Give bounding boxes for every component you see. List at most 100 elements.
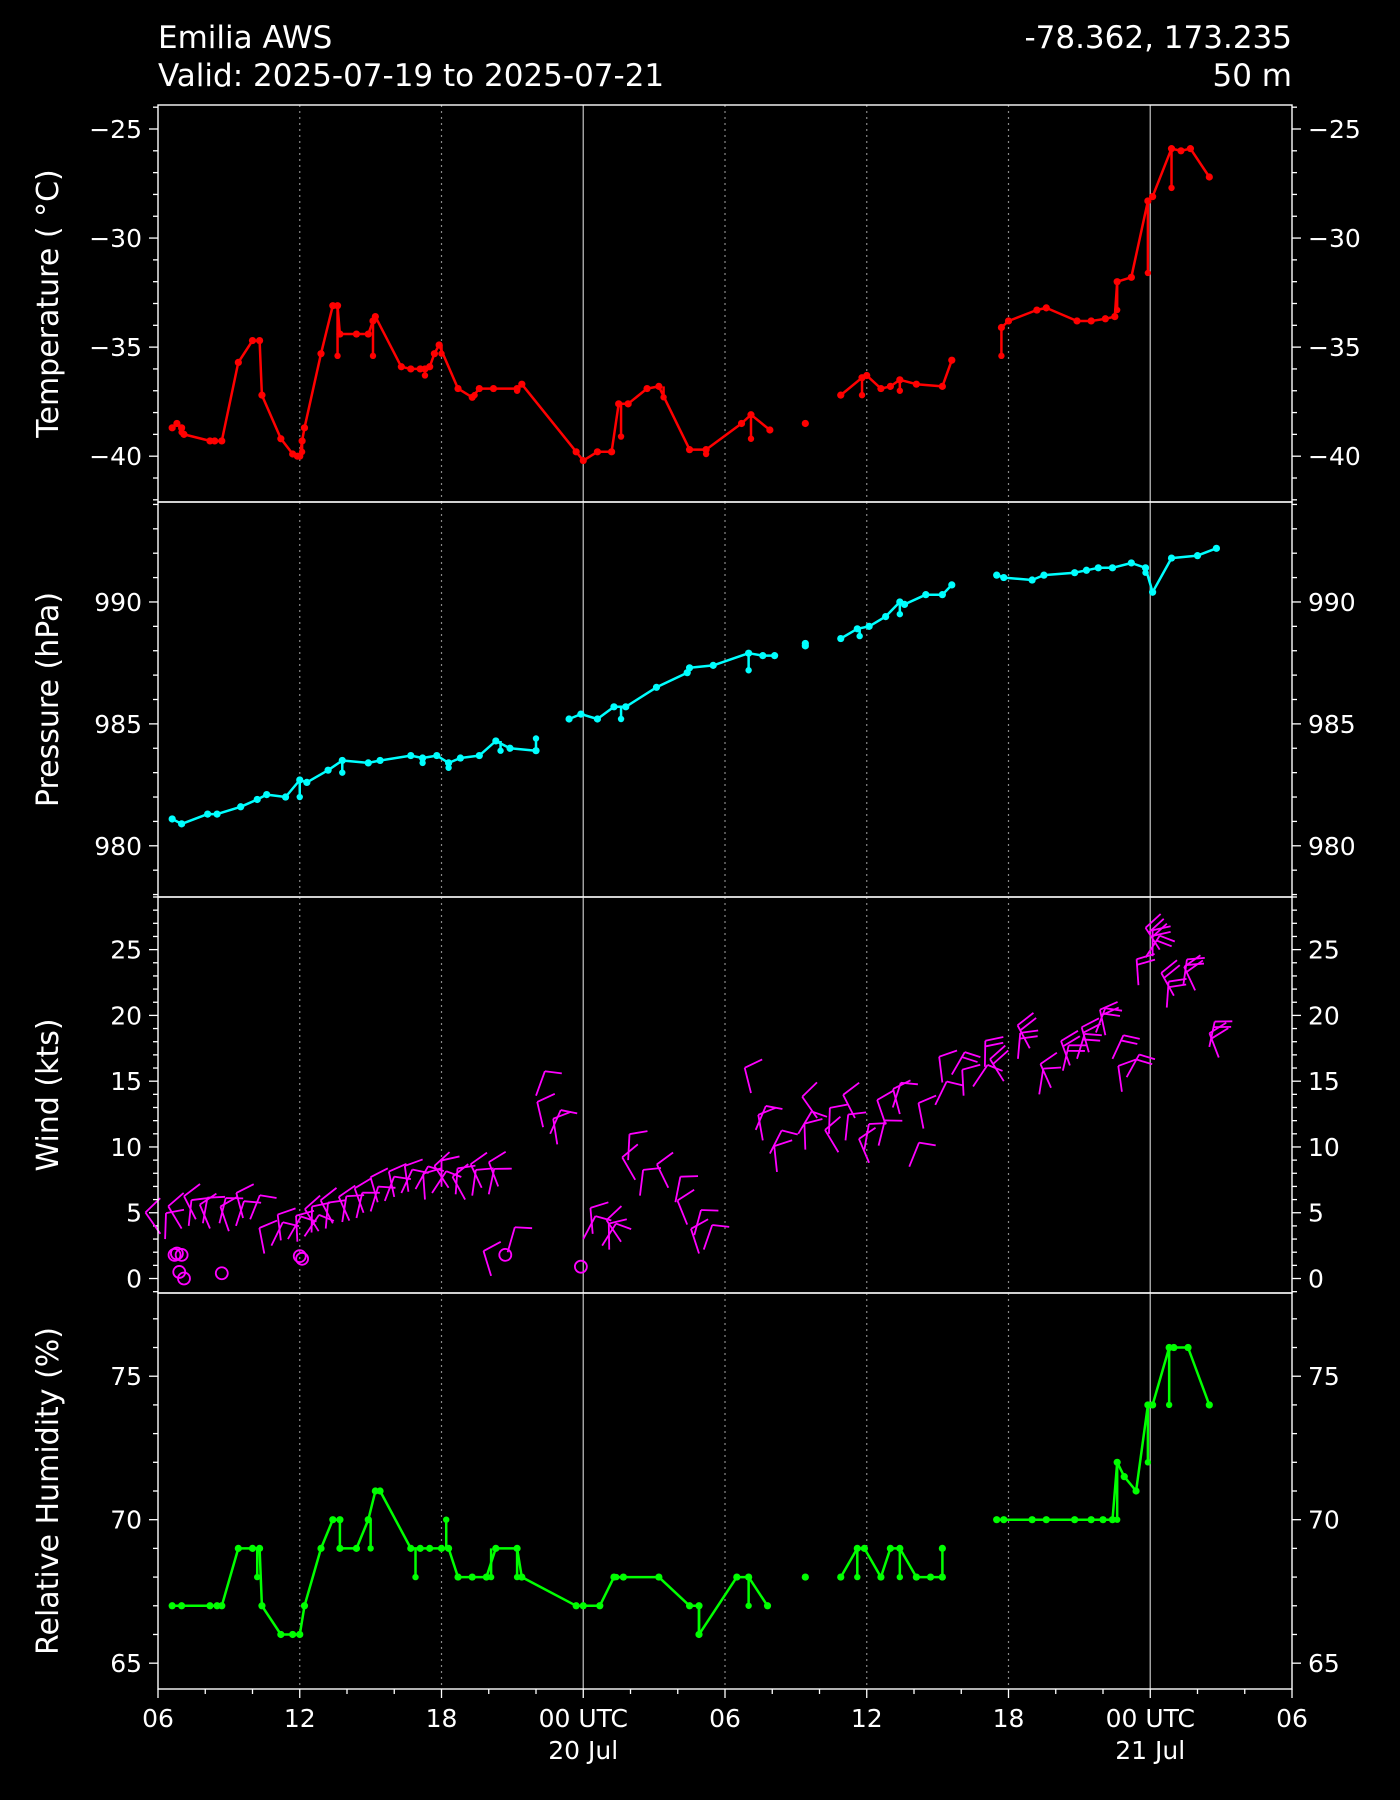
wind-barb-feather	[938, 1049, 958, 1058]
humidity-point	[1000, 1516, 1008, 1524]
y-tick-label: 65	[1308, 1649, 1340, 1678]
wind-barb	[627, 1130, 648, 1161]
wind-barb-feather	[1100, 1006, 1120, 1017]
wind-barb	[369, 1167, 389, 1203]
temperature-point	[234, 358, 242, 366]
wind-barb-shaft	[876, 1099, 887, 1125]
temperature-point	[277, 435, 285, 443]
wind-barb-shaft	[482, 1250, 492, 1277]
temperature-point	[1111, 312, 1119, 321]
wind-barb-feather	[1120, 1039, 1138, 1045]
pressure-point	[338, 756, 346, 765]
wind-barb	[1061, 1044, 1087, 1071]
wind-barb	[693, 1209, 719, 1236]
pressure-point	[253, 795, 261, 804]
temperature-point	[489, 384, 498, 393]
wind-barb-feather	[165, 1208, 185, 1214]
wind-barb-shaft	[258, 1227, 266, 1254]
wind-barb-shaft	[842, 1094, 856, 1119]
wind-barb	[536, 1093, 556, 1128]
pressure-point	[1082, 566, 1091, 574]
station-elevation: 50 m	[1212, 58, 1293, 94]
wind-barb-shaft	[621, 1156, 637, 1181]
wind-barb-shaft	[1182, 959, 1188, 986]
wind-barb-shaft	[1111, 1034, 1125, 1060]
temperature-point	[296, 452, 304, 460]
wind-barb-shaft	[369, 1186, 380, 1212]
humidity-point	[178, 1602, 186, 1610]
temperature-point	[997, 323, 1006, 332]
pressure-point	[475, 751, 483, 760]
pressure-point	[617, 715, 625, 723]
pressure-point	[419, 759, 426, 767]
wind-barb	[582, 1215, 612, 1240]
humidity-point	[248, 1544, 257, 1552]
wind-barb-shaft	[433, 1165, 450, 1189]
wind-barb-shaft	[1076, 1033, 1086, 1060]
y-tick-label: 70	[110, 1506, 142, 1535]
humidity-point	[468, 1573, 476, 1581]
wind-barb-feather	[1186, 962, 1205, 966]
wind-barb-feather	[829, 1103, 849, 1109]
wind-barb	[951, 1051, 981, 1076]
temperature-series-line	[840, 359, 953, 397]
humidity-point	[352, 1544, 361, 1552]
wind-barb-feather	[961, 1056, 978, 1063]
pressure-panel-frame	[157, 501, 1293, 898]
pressure-point	[497, 747, 504, 754]
wind-barb-shaft	[304, 1208, 320, 1232]
wind-barb	[605, 1205, 623, 1243]
pressure-y-ticks: 980 980 985 985 990 990	[94, 503, 1356, 896]
wind-barb-feather	[676, 1188, 695, 1202]
humidity-point	[364, 1516, 372, 1524]
x-tick-label: 06	[1276, 1704, 1308, 1733]
pressure-point	[281, 793, 290, 801]
humidity-point	[695, 1602, 703, 1610]
wind-barb-feather	[964, 1051, 981, 1058]
wind-barb	[674, 1175, 699, 1203]
humidity-point	[329, 1516, 337, 1524]
y-tick-label: 75	[110, 1362, 142, 1391]
humidity-point	[1165, 1401, 1173, 1409]
humidity-point	[886, 1544, 894, 1552]
wind-barb	[621, 1143, 639, 1181]
wind-barb-shaft	[1117, 1065, 1123, 1092]
wind-barb-feather	[804, 1118, 823, 1125]
wind-barb	[824, 1115, 842, 1153]
humidity-point	[745, 1573, 753, 1581]
wind-barb-shaft	[908, 1142, 920, 1168]
temperature-point	[737, 419, 746, 428]
humidity-point	[255, 1544, 264, 1552]
wind-barb	[702, 1224, 730, 1250]
humidity-point	[695, 1630, 703, 1639]
pressure-point	[745, 667, 752, 674]
wind-barb	[743, 1058, 763, 1094]
pressure-point	[303, 778, 311, 787]
wind-calm-circle	[177, 1271, 191, 1286]
wind-barb-feather	[946, 1080, 964, 1087]
temperature-point	[211, 437, 219, 445]
y-tick-label: 0	[126, 1265, 142, 1294]
wind-barb-feather	[712, 1224, 730, 1228]
wind-barb	[892, 1079, 911, 1115]
humidity-point	[513, 1544, 521, 1552]
wind-barb-shaft	[844, 1114, 850, 1141]
temperature-point	[371, 312, 379, 321]
pressure-point	[339, 769, 346, 776]
temperature-point	[685, 446, 694, 454]
pressure-point	[445, 764, 452, 771]
wind-barb-feather	[680, 1175, 699, 1178]
wind-barb	[908, 1141, 936, 1168]
pressure-point	[882, 612, 890, 621]
temperature-point	[352, 330, 361, 338]
wind-barb-shaft	[972, 1064, 989, 1087]
wind-barb-shaft	[202, 1197, 209, 1224]
wind-barb	[769, 1129, 798, 1154]
pressure-point	[1040, 571, 1048, 579]
chart-header: Emilia AWS Valid: 2025-07-19 to 2025-07-…	[0, 0, 1400, 100]
wind-barb	[1183, 954, 1204, 991]
wind-barb-feather	[615, 1222, 632, 1230]
y-tick-label: 5	[1308, 1199, 1324, 1228]
wind-barb-feather	[590, 1201, 609, 1209]
wind-barb-shaft	[877, 1120, 886, 1146]
